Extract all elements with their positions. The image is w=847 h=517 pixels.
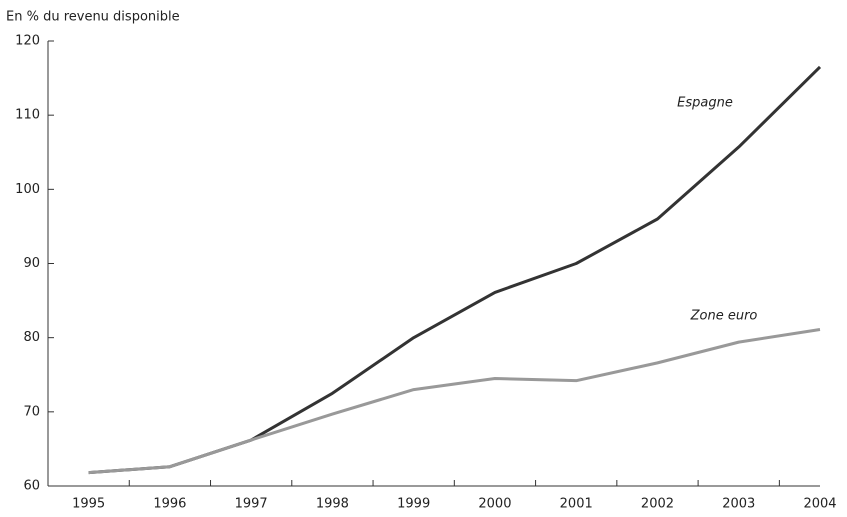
y-tick-label: 100 <box>15 182 40 197</box>
y-tick-label: 70 <box>23 404 40 419</box>
x-tick-label: 1997 <box>235 497 268 512</box>
y-tick-label: 60 <box>23 479 40 494</box>
y-tick-label: 120 <box>15 34 40 49</box>
x-tick-label: 2003 <box>722 497 755 512</box>
y-axis-label: En % du revenu disponible <box>6 10 180 25</box>
x-tick-label: 2002 <box>641 497 674 512</box>
x-tick-label: 1999 <box>397 497 430 512</box>
x-tick-label: 2000 <box>478 497 511 512</box>
x-tick-label: 1998 <box>316 497 349 512</box>
y-tick-label: 80 <box>23 330 40 345</box>
y-tick-label: 110 <box>15 108 40 123</box>
series-annotation: Zone euro <box>690 309 758 324</box>
x-tick-label: 2001 <box>560 497 593 512</box>
x-tick-label: 2004 <box>803 497 836 512</box>
series-line <box>88 65 822 475</box>
y-tick-label: 90 <box>23 256 40 271</box>
series-line <box>88 328 821 475</box>
series-annotation: Espagne <box>677 96 733 111</box>
x-tick-label: 1996 <box>153 497 186 512</box>
x-tick-label: 1995 <box>72 497 105 512</box>
